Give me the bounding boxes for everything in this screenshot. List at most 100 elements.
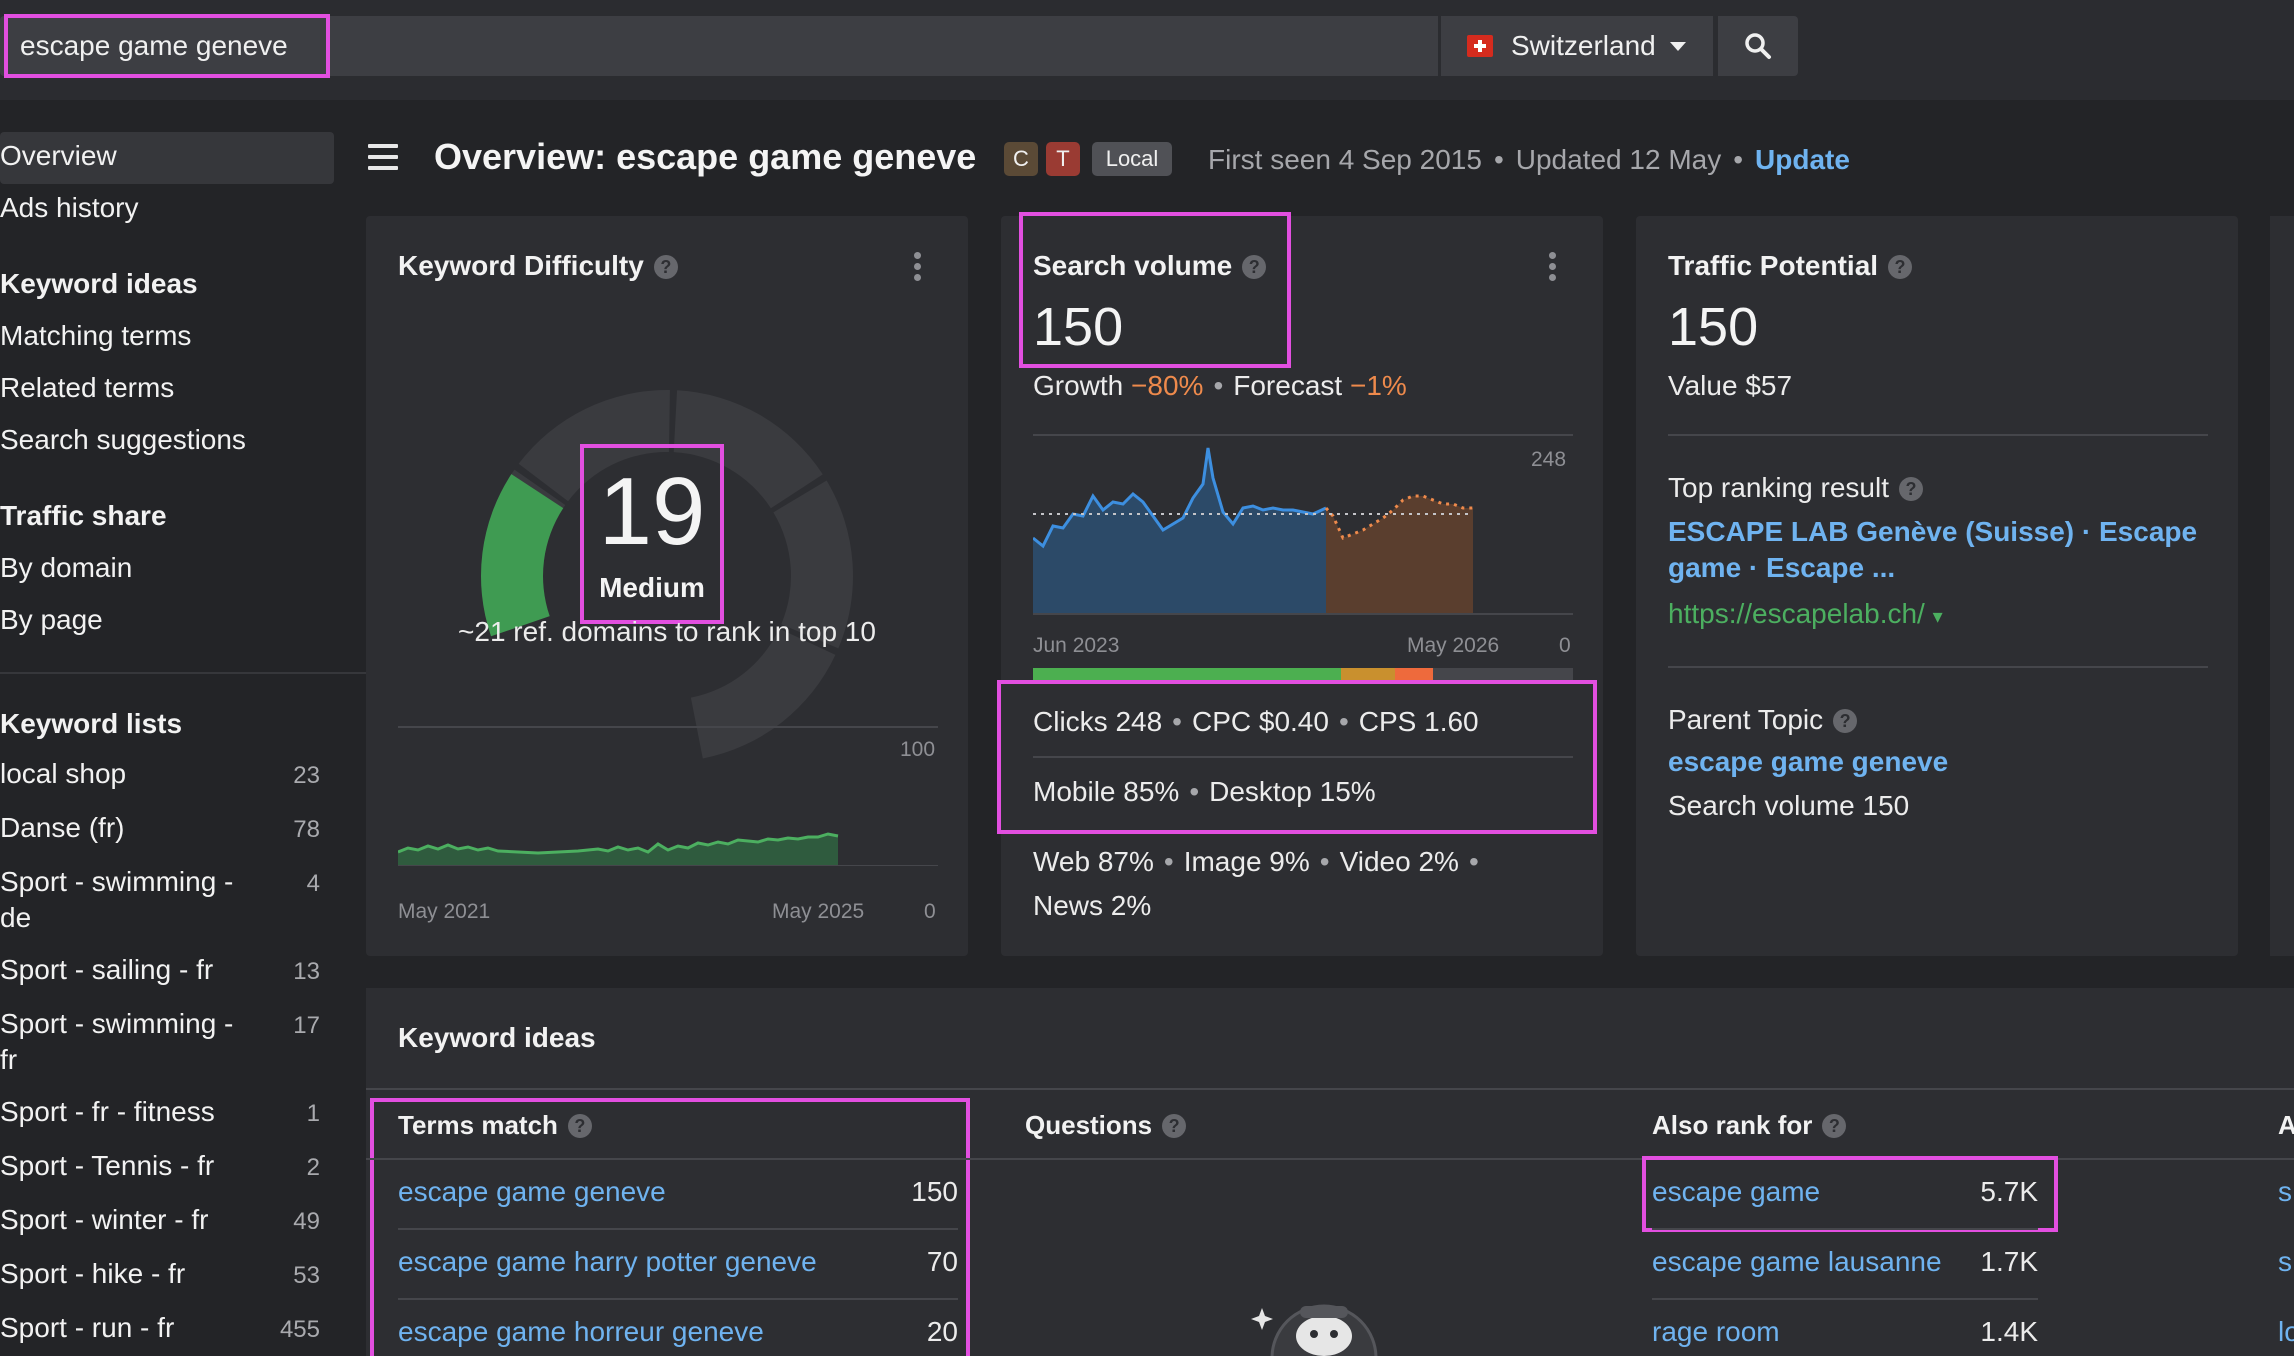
tag-c-badge: C	[1004, 142, 1038, 176]
keyword-list-item[interactable]: Sport - run - fr 455	[0, 1310, 320, 1346]
sidebar-item-by-domain[interactable]: By domain	[0, 552, 133, 583]
keyword-list-item[interactable]: Sport - hike - fr 53	[0, 1256, 320, 1292]
swiss-flag-icon	[1467, 35, 1493, 57]
keyword-link[interactable]: rage room	[1652, 1316, 1780, 1347]
update-link[interactable]: Update	[1755, 144, 1850, 175]
gauge-segment	[518, 390, 670, 502]
tag-t-badge: T	[1046, 142, 1080, 176]
kd-x-end: May 2025	[772, 900, 865, 923]
sidebar-item-ads-history[interactable]: Ads history	[0, 192, 139, 223]
terms-match-row[interactable]: escape game harry potter geneve 70	[398, 1230, 958, 1298]
keyword-list-name: Sport - swimming - de	[0, 866, 234, 933]
help-icon[interactable]: ?	[1162, 1114, 1187, 1138]
also-rank-row[interactable]: escape game 5.7K	[1652, 1160, 2038, 1228]
sv-x-end: May 2026	[1407, 634, 1500, 657]
keyword-link[interactable]: escape game geneve	[398, 1176, 666, 1207]
sidebar-item-overview-bg	[0, 132, 334, 184]
forecast-value: −1%	[1349, 370, 1407, 401]
parent-topic-volume: Search volume 150	[1668, 790, 1910, 821]
tp-value: 150	[1668, 297, 1759, 357]
also-rank-for-title[interactable]: Also rank for?	[1652, 1110, 1847, 1141]
sv-history-area	[1033, 448, 1326, 614]
updated-text: Updated 12 May	[1515, 144, 1722, 175]
gauge-segment	[673, 390, 823, 509]
keyword-list-item[interactable]: Sport - sailing - fr 13	[0, 952, 320, 988]
keyword-link[interactable]: escape game lausanne	[1652, 1246, 1942, 1277]
keyword-link[interactable]: escape game harry potter geneve	[398, 1246, 817, 1277]
search-bar[interactable]	[0, 14, 1438, 78]
sidebar-item-related-terms[interactable]: Related terms	[0, 372, 175, 403]
parent-topic-link[interactable]: escape game geneve	[1668, 746, 1949, 777]
help-icon[interactable]: ?	[1242, 255, 1267, 279]
keyword-list-name: Sport - hike - fr	[0, 1258, 186, 1289]
sidebar-item-by-page[interactable]: By page	[0, 604, 103, 635]
clicks-line: Clicks 248 • CPC $0.40 • CPS 1.60	[1033, 706, 1479, 737]
help-icon[interactable]: ?	[567, 1114, 592, 1138]
keyword-link[interactable]: escape game	[1652, 1176, 1821, 1207]
kd-gauge	[481, 390, 853, 759]
country-label: Switzerland	[1511, 30, 1656, 61]
keyword-list-item[interactable]: Sport - winter - fr 49	[0, 1202, 320, 1238]
search-button[interactable]	[1718, 16, 1798, 76]
keyword-list-name: Sport - winter - fr	[0, 1204, 209, 1235]
keyword-list-item[interactable]: Sport - Tennis - fr 2	[0, 1148, 320, 1184]
click-distribution-bar	[1033, 668, 1573, 682]
gauge-segment	[773, 480, 853, 649]
search-volume-card: Search volume? 150 Growth −80% • Forecast …	[997, 212, 1603, 956]
keyword-list-name: Sport - Tennis - fr	[0, 1150, 215, 1181]
keyword-list-name: local shop	[0, 758, 127, 789]
more-options-icon[interactable]	[914, 252, 922, 282]
next-card-edge	[2270, 216, 2294, 956]
help-icon[interactable]: ?	[1888, 255, 1913, 279]
fourth-column-keyword[interactable]: lo	[2278, 1316, 2294, 1347]
help-icon[interactable]: ?	[653, 255, 678, 279]
keyword-list-item[interactable]: Sport - fr - fitness 1	[0, 1094, 320, 1130]
search-input[interactable]	[4, 14, 330, 78]
hamburger-menu-icon[interactable]	[368, 144, 398, 170]
header-meta: First seen 4 Sep 2015 • Updated 12 May • Upd…	[1208, 144, 1850, 175]
tp-divider	[1668, 434, 2208, 436]
sv-history-line	[1033, 447, 1327, 549]
questions-title[interactable]: Questions?	[1025, 1110, 1187, 1141]
keyword-list-item[interactable]: Sport - swimming - fr 17	[0, 1006, 320, 1078]
help-icon[interactable]: ?	[1833, 709, 1858, 733]
keyword-difficulty-card: Keyword Difficulty? 19 Medium ~21 ref. d…	[366, 216, 968, 956]
also-rank-row[interactable]: escape game lausanne 1.7K	[1652, 1230, 2038, 1298]
sidebar-heading-keyword-ideas: Keyword ideas	[0, 268, 198, 299]
keyword-list-item[interactable]: Sport - swimming - de 4	[0, 864, 320, 936]
empty-state-illustration-icon	[1251, 1304, 1378, 1356]
keyword-ideas-title: Keyword ideas	[398, 1022, 596, 1053]
sidebar-item-matching-terms[interactable]: Matching terms	[0, 320, 192, 351]
more-options-icon[interactable]	[1549, 252, 1557, 282]
sv-axis-min: 0	[1559, 634, 1571, 657]
sidebar-item-overview[interactable]: Overview	[0, 140, 117, 171]
top-result-title-link[interactable]: ESCAPE LAB Genève (Suisse) · Escape game…	[1668, 516, 2198, 583]
kd-history-line	[398, 832, 839, 855]
keyword-volume: 150	[911, 1176, 958, 1207]
help-icon[interactable]: ?	[1822, 1114, 1847, 1138]
sidebar-item-search-suggestions[interactable]: Search suggestions	[0, 424, 246, 455]
top-result-url[interactable]: https://escapelab.ch/ ▾	[1668, 598, 1943, 629]
page-header: Overview: escape game geneve C T Local F…	[366, 120, 2294, 200]
first-seen-text: First seen 4 Sep 2015	[1208, 144, 1482, 175]
terms-match-title[interactable]: Terms match?	[398, 1110, 592, 1141]
keyword-link[interactable]: escape game horreur geneve	[398, 1316, 764, 1347]
fourth-column-keyword[interactable]: s	[2278, 1246, 2292, 1277]
sv-x-start: Jun 2023	[1033, 634, 1120, 657]
kd-title: Keyword Difficulty?	[398, 250, 678, 282]
also-rank-row[interactable]: rage room 1.4K	[1652, 1300, 2038, 1356]
kd-level: Medium	[599, 572, 705, 603]
help-icon[interactable]: ?	[1899, 477, 1924, 501]
terms-match-row[interactable]: escape game geneve 150	[398, 1160, 958, 1228]
country-select[interactable]: Switzerland	[1441, 16, 1713, 76]
keyword-list-item[interactable]: local shop 23	[0, 756, 320, 792]
row-divider	[398, 1298, 958, 1300]
keyword-list-count: 2	[306, 1154, 320, 1181]
fourth-column-keyword[interactable]: s	[2278, 1176, 2292, 1207]
fourth-column-title[interactable]: A	[2278, 1110, 2294, 1140]
keyword-volume: 5.7K	[1980, 1176, 2038, 1207]
kw-header-divider	[366, 1158, 2294, 1160]
terms-match-row[interactable]: escape game horreur geneve 20	[398, 1300, 958, 1356]
keyword-list-item[interactable]: Danse (fr) 78	[0, 810, 320, 846]
sv-title: Search volume?	[1033, 250, 1267, 282]
